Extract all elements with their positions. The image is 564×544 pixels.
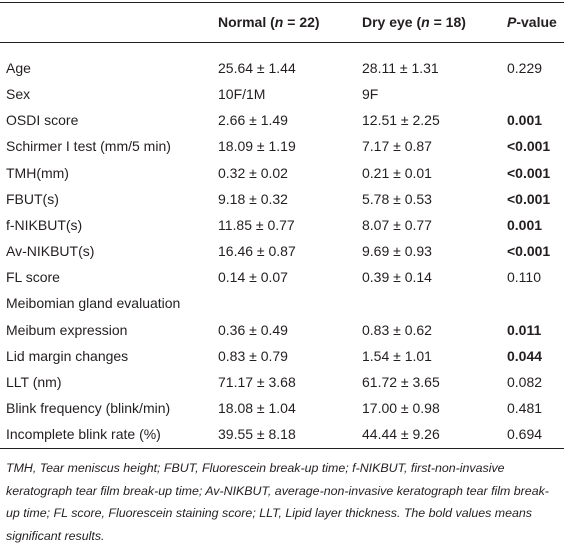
cell-value: 12.51 ± 2.25 xyxy=(362,112,440,129)
row-label: OSDI score xyxy=(6,112,79,129)
p-value: <0.001 xyxy=(507,243,551,260)
row-label: FBUT(s) xyxy=(6,190,59,207)
cell-value: 2.66 ± 1.49 xyxy=(218,112,288,129)
row-label: Meibum expression xyxy=(6,321,128,338)
cell-value: 17.00 ± 0.98 xyxy=(362,399,440,416)
row-label: f-NIKBUT(s) xyxy=(6,216,83,233)
cell-value: 5.78 ± 0.53 xyxy=(362,190,432,207)
cell-value: 0.83 ± 0.62 xyxy=(362,321,432,338)
cell-value: 28.11 ± 1.31 xyxy=(362,60,439,76)
header-text: = 22) xyxy=(283,14,320,30)
p-value: 0.001 xyxy=(507,112,543,129)
row-label: LLT (nm) xyxy=(6,373,62,390)
header-text: Normal ( xyxy=(218,14,275,30)
cell-value: 11.85 ± 0.77 xyxy=(218,216,295,233)
bottom-rule xyxy=(0,448,564,449)
cell-value: 0.21 ± 0.01 xyxy=(362,164,432,181)
cell-value: 9.18 ± 0.32 xyxy=(218,190,288,207)
p-value: 0.481 xyxy=(507,399,543,416)
header-text: P xyxy=(507,14,517,30)
row-label: Lid margin changes xyxy=(6,347,129,364)
row-label: Schirmer I test (mm/5 min) xyxy=(6,138,171,155)
row-label: Sex xyxy=(6,86,31,103)
p-value: 0.011 xyxy=(507,321,542,338)
cell-value: 25.64 ± 1.44 xyxy=(218,60,296,76)
p-value: <0.001 xyxy=(507,164,551,181)
cell-value: 39.55 ± 8.18 xyxy=(218,426,296,443)
cell-value: 9F xyxy=(362,86,379,103)
cell-value: 18.09 ± 1.19 xyxy=(218,138,296,155)
p-value: 0.229 xyxy=(507,60,543,76)
cell-value: 8.07 ± 0.77 xyxy=(362,216,432,233)
p-value: <0.001 xyxy=(507,138,551,155)
row-label: Blink frequency (blink/min) xyxy=(6,399,171,416)
cell-value: 0.39 ± 0.14 xyxy=(362,269,432,286)
header-text: = 18) xyxy=(429,14,466,30)
cell-value: 7.17 ± 0.87 xyxy=(362,138,432,155)
row-label: Av-NIKBUT(s) xyxy=(6,243,95,260)
p-value: 0.110 xyxy=(507,269,541,286)
row-label: TMH(mm) xyxy=(6,164,69,181)
p-value: 0.082 xyxy=(507,373,543,390)
cell-value: 18.08 ± 1.04 xyxy=(218,399,296,416)
column-header: Normal (n = 22) xyxy=(218,13,320,31)
cell-value: 0.14 ± 0.07 xyxy=(218,269,288,286)
cell-value: 10F/1M xyxy=(218,86,266,103)
cell-value: 0.83 ± 0.79 xyxy=(218,347,288,364)
p-value: 0.044 xyxy=(507,347,543,364)
row-label: FL score xyxy=(6,269,60,286)
p-value: <0.001 xyxy=(507,190,551,207)
p-value: 0.694 xyxy=(507,426,543,443)
header-text: n xyxy=(421,14,430,30)
cell-value: 1.54 ± 1.01 xyxy=(362,347,432,364)
cell-value: 16.46 ± 0.87 xyxy=(218,243,296,260)
row-label: Incomplete blink rate (%) xyxy=(6,426,161,443)
header-text: Dry eye ( xyxy=(362,14,422,30)
column-header: P-value xyxy=(507,13,557,31)
cell-value: 71.17 ± 3.68 xyxy=(218,373,296,390)
header-text: -value xyxy=(516,14,557,30)
row-label: Age xyxy=(6,60,31,76)
cell-value: 0.32 ± 0.02 xyxy=(218,164,288,181)
top-rule xyxy=(0,2,564,3)
header-text: n xyxy=(274,14,284,30)
cell-value: 44.44 ± 9.26 xyxy=(362,426,440,443)
cell-value: 0.36 ± 0.49 xyxy=(218,321,288,338)
cell-value: 61.72 ± 3.65 xyxy=(362,373,440,390)
column-header: Dry eye (n = 18) xyxy=(362,13,466,31)
footnote: TMH, Tear meniscus height; FBUT, Fluores… xyxy=(6,461,549,543)
cell-value: 9.69 ± 0.93 xyxy=(362,243,432,260)
row-label: Meibomian gland evaluation xyxy=(6,295,181,312)
p-value: 0.001 xyxy=(507,216,543,233)
header-rule xyxy=(0,42,564,43)
